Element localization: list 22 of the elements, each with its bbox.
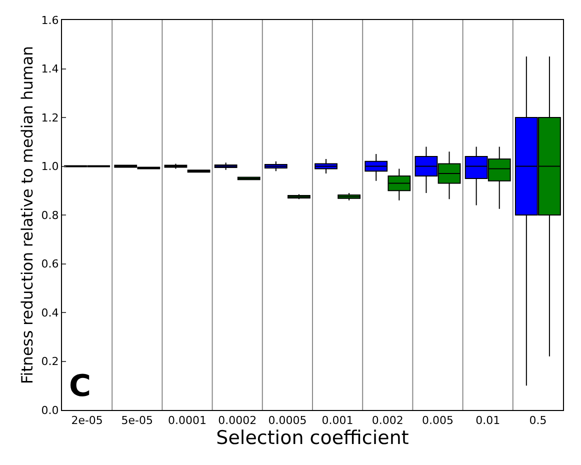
- y-tick-label: 0.0: [41, 404, 59, 417]
- x-axis-title: Selection coefficient: [216, 427, 409, 450]
- x-tick-label: 0.0002: [218, 414, 257, 428]
- x-tick-label: 0.005: [422, 414, 454, 428]
- x-tick-label: 2e-05: [71, 414, 103, 428]
- annotation: C: [69, 369, 92, 404]
- y-tick-label: 1.6: [41, 14, 59, 27]
- y-tick-label: 1.4: [41, 62, 59, 76]
- x-tick-label: 0.5: [529, 414, 547, 428]
- x-tick-label: 0.001: [322, 414, 354, 428]
- y-axis-title: Fitness reduction relative to median human: [18, 46, 36, 384]
- x-tick-label: 0.01: [476, 414, 500, 428]
- y-tick-label: 0.2: [41, 355, 59, 368]
- x-tick-label: 0.002: [372, 414, 404, 428]
- x-tick-label: 0.0005: [268, 414, 307, 428]
- y-tick-label: 0.6: [41, 258, 59, 271]
- x-tick-label: 0.0001: [168, 414, 206, 428]
- y-tick-label: 1.2: [41, 111, 59, 124]
- y-tick-label: 0.8: [41, 208, 59, 222]
- y-tick-label: 0.4: [41, 306, 59, 320]
- x-tick-label: 5e-05: [121, 414, 154, 428]
- y-tick-label: 1.0: [41, 160, 59, 174]
